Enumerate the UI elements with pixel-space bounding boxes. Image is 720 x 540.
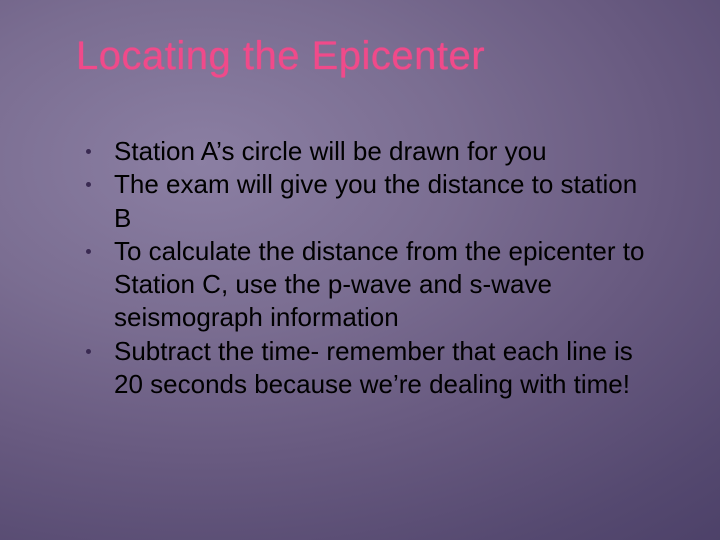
- list-item: The exam will give you the distance to s…: [80, 168, 660, 235]
- bullet-list: Station A’s circle will be drawn for you…: [80, 135, 660, 401]
- list-item: To calculate the distance from the epice…: [80, 235, 660, 335]
- list-item: Subtract the time- remember that each li…: [80, 335, 660, 402]
- slide-title: Locating the Epicenter: [76, 34, 660, 79]
- slide: Locating the Epicenter Station A’s circl…: [0, 0, 720, 540]
- list-item: Station A’s circle will be drawn for you: [80, 135, 660, 168]
